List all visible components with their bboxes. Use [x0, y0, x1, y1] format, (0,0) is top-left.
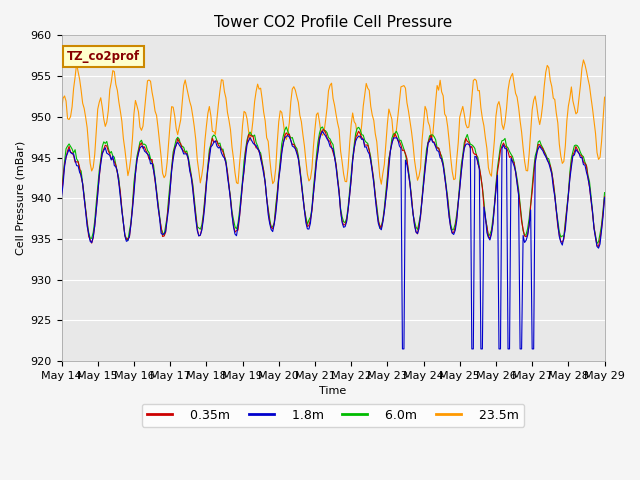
Title: Tower CO2 Profile Cell Pressure: Tower CO2 Profile Cell Pressure: [214, 15, 452, 30]
Y-axis label: Cell Pressure (mBar): Cell Pressure (mBar): [15, 141, 25, 255]
Legend:   0.35m,   1.8m,   6.0m,   23.5m: 0.35m, 1.8m, 6.0m, 23.5m: [142, 404, 524, 427]
X-axis label: Time: Time: [319, 386, 347, 396]
Text: TZ_co2prof: TZ_co2prof: [67, 50, 140, 63]
